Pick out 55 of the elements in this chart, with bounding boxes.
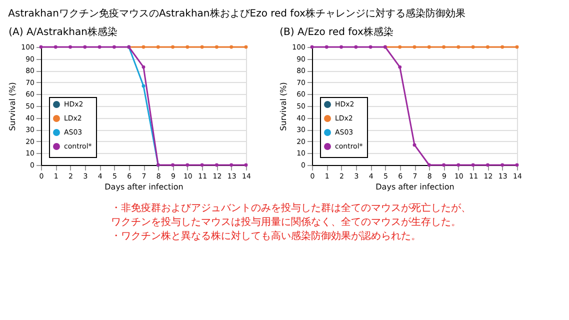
text: ・ワクチン株と異なる株に対しても高い感染防御効果が認められた。 <box>111 230 421 242</box>
point <box>486 163 490 167</box>
point <box>456 45 460 49</box>
text: ワクチンを投与したマウスは投与用量に関係なく、全てのマウスが生存した。 <box>111 216 461 228</box>
point <box>112 45 116 49</box>
point <box>442 45 446 49</box>
point <box>230 45 234 49</box>
point <box>368 45 372 49</box>
point <box>244 45 248 49</box>
point <box>427 163 431 167</box>
point <box>98 45 102 49</box>
point <box>310 45 314 49</box>
point <box>471 45 475 49</box>
y-axis-title: Survival (%) <box>279 82 288 131</box>
point <box>324 45 328 49</box>
point <box>412 143 416 147</box>
point <box>230 163 234 167</box>
point <box>214 163 218 167</box>
point <box>442 163 446 167</box>
point <box>244 163 248 167</box>
text: Astrakhanワクチン免疫マウスのAstrakhan株およびEzo red fox株チャレンジに対する感染防御効果 <box>8 8 466 20</box>
point <box>142 84 146 88</box>
point <box>200 45 204 49</box>
point <box>171 163 175 167</box>
point <box>142 65 146 69</box>
chart-title: (B) A/Ezo red fox株感染 <box>280 26 394 38</box>
point <box>171 45 175 49</box>
point <box>83 45 87 49</box>
point <box>412 45 416 49</box>
x-axis-title: Days after infection <box>376 182 454 192</box>
point <box>515 163 519 167</box>
point <box>186 45 190 49</box>
point <box>186 163 190 167</box>
point <box>398 45 402 49</box>
point <box>427 45 431 49</box>
y-axis-title: Survival (%) <box>8 82 18 131</box>
chart-title: (A) A/Astrakhan株感染 <box>8 26 118 38</box>
point <box>142 45 146 49</box>
point <box>214 45 218 49</box>
point <box>398 65 402 69</box>
point <box>68 45 72 49</box>
point <box>54 45 58 49</box>
point <box>500 163 504 167</box>
point <box>515 45 519 49</box>
point <box>354 45 358 49</box>
text: ・非免疫群およびアジュバントのみを投与した群は全てのマウスが死亡したが、 <box>111 202 471 214</box>
point <box>340 45 344 49</box>
point <box>486 45 490 49</box>
point <box>456 163 460 167</box>
point <box>39 45 43 49</box>
x-axis-title: Days after infection <box>104 182 184 192</box>
point <box>200 163 204 167</box>
point <box>471 163 475 167</box>
point <box>156 45 160 49</box>
point <box>500 45 504 49</box>
